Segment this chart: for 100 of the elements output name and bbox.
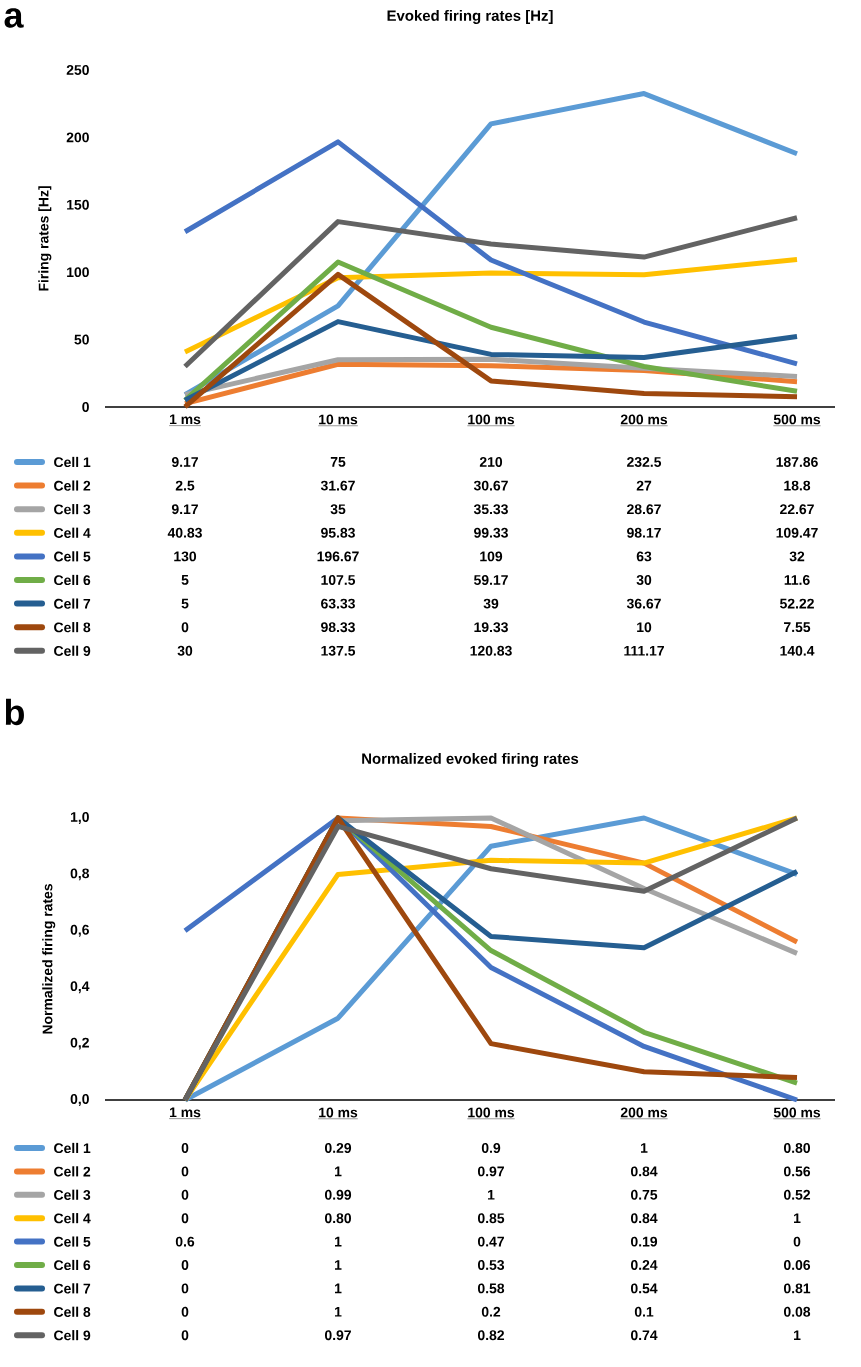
y-tick-label: 200 — [66, 132, 89, 143]
legend-label: Cell 5 — [54, 551, 91, 562]
data-label: 52.22 — [779, 598, 814, 609]
x-tick-label: 10 ms — [319, 414, 358, 425]
data-label: 0.54 — [630, 1283, 658, 1294]
data-label: 0.29 — [324, 1143, 352, 1153]
x-tick-label: 100 ms — [468, 1107, 515, 1118]
legend-label: Cell 8 — [54, 622, 91, 633]
data-label: 120.83 — [470, 645, 512, 656]
legend-label: Cell 3 — [54, 1189, 91, 1200]
data-label: 0 — [181, 1189, 189, 1200]
data-label: 7.55 — [784, 622, 811, 633]
chart-title: Normalized evoked firing rates — [362, 752, 579, 767]
data-label: 30.67 — [473, 480, 508, 491]
legend-label: Cell 2 — [54, 1166, 91, 1177]
data-label: 0.08 — [783, 1306, 811, 1317]
legend-label: Cell 4 — [54, 1213, 91, 1224]
data-label: 28.67 — [627, 504, 661, 515]
data-label: 95.83 — [321, 527, 355, 538]
data-label: 98.33 — [321, 622, 355, 633]
data-label: 99.33 — [474, 527, 508, 538]
data-label: 0.80 — [324, 1213, 352, 1224]
x-tick-label: 10 ms — [319, 1107, 358, 1118]
data-label: 0.84 — [630, 1166, 658, 1177]
legend-label: Cell 5 — [54, 1236, 91, 1247]
data-label: 32 — [789, 551, 805, 562]
legend-label: Cell 4 — [54, 527, 91, 538]
data-label: 40.83 — [167, 527, 202, 538]
data-label: 0.47 — [477, 1236, 504, 1247]
data-label: 0.9 — [481, 1143, 501, 1153]
data-label: 109.47 — [776, 527, 818, 538]
data-label: 1 — [335, 1166, 342, 1177]
data-label: 0.2 — [481, 1306, 501, 1317]
legend-label: Cell 7 — [54, 1283, 91, 1294]
data-label: 75 — [330, 457, 346, 467]
data-label: 11.6 — [784, 575, 810, 585]
data-label: 27 — [636, 480, 652, 491]
data-label: 111.17 — [624, 645, 664, 656]
legend-label: Cell 2 — [54, 480, 91, 491]
data-label: 1 — [335, 1283, 342, 1294]
y-axis-title: Firing rates [Hz] — [38, 186, 52, 291]
data-label: 2.5 — [175, 480, 195, 491]
legend-label: Cell 6 — [54, 1259, 91, 1271]
data-label: 0.85 — [477, 1213, 505, 1224]
data-label: 0.58 — [477, 1283, 505, 1294]
data-label: 107.5 — [321, 575, 356, 585]
text: b — [5, 698, 24, 726]
legend-label: Cell 1 — [54, 1142, 91, 1154]
text: a — [4, 8, 24, 28]
data-label: 109 — [480, 551, 503, 562]
data-label: 210 — [479, 457, 503, 467]
data-label: 0.24 — [630, 1260, 658, 1270]
data-label: 0.97 — [324, 1330, 351, 1341]
data-label: 1 — [335, 1236, 342, 1247]
data-label: 35 — [330, 504, 346, 515]
data-label: 130 — [174, 551, 197, 562]
data-label: 31.67 — [320, 480, 355, 491]
data-label: 137.5 — [321, 645, 356, 656]
data-label: 0 — [181, 1166, 189, 1177]
legend-label: Cell 7 — [54, 598, 91, 609]
legend-label: Cell 9 — [54, 645, 91, 656]
y-tick-label: 1,0 — [70, 812, 89, 824]
data-label: 0.6 — [175, 1236, 195, 1247]
y-tick-label: 100 — [67, 267, 89, 278]
x-tick-label: 1 ms — [169, 1107, 201, 1118]
data-label: 0.56 — [783, 1166, 811, 1177]
data-label: 10 — [637, 622, 652, 633]
data-label: 9.17 — [171, 504, 198, 515]
data-label: 36.67 — [626, 598, 661, 609]
data-label: 0 — [181, 1213, 189, 1224]
data-label: 0 — [181, 1283, 189, 1294]
x-tick-label: 500 ms — [773, 1107, 821, 1118]
data-label: 63.33 — [321, 598, 355, 609]
data-label: 98.17 — [627, 527, 661, 538]
data-label: 5 — [181, 598, 189, 609]
data-label: 0.80 — [783, 1143, 811, 1153]
y-tick-label: 0,8 — [70, 868, 90, 881]
y-tick-label: 0,6 — [70, 924, 89, 937]
data-label: 9.17 — [171, 457, 198, 467]
x-tick-label: 200 ms — [620, 1107, 668, 1118]
y-axis-title: Normalized firing rates — [42, 884, 56, 1034]
data-label: 0 — [181, 622, 189, 633]
data-label: 0.1 — [634, 1306, 654, 1317]
y-tick-label: 0 — [82, 402, 89, 412]
x-tick-label: 1 ms — [169, 414, 201, 425]
data-label: 187.86 — [776, 457, 818, 467]
data-label: 0 — [181, 1306, 189, 1317]
legend-label: Cell 6 — [54, 574, 91, 586]
data-label: 1 — [335, 1307, 342, 1317]
y-tick-label: 250 — [66, 65, 89, 75]
data-label: 5 — [181, 575, 189, 585]
legend-label: Cell 8 — [54, 1306, 91, 1317]
data-label: 0.52 — [783, 1189, 811, 1200]
data-label: 0 — [181, 1260, 189, 1270]
data-label: 1 — [335, 1260, 342, 1270]
data-label: 1 — [641, 1143, 648, 1153]
x-tick-label: 200 ms — [620, 414, 668, 425]
data-label: 35.33 — [473, 504, 508, 515]
data-label: 0.82 — [477, 1330, 505, 1341]
legend-label: Cell 9 — [54, 1330, 91, 1341]
